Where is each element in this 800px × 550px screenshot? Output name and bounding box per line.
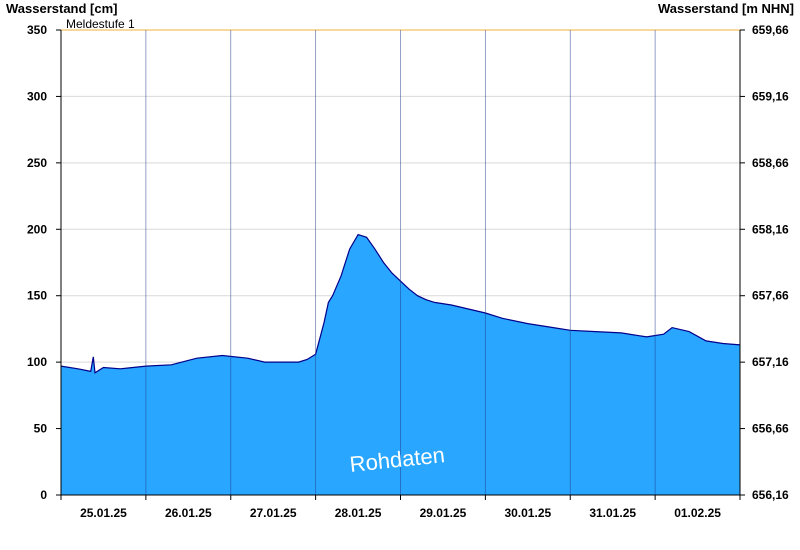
right-tick-label: 656,16 [752,488,789,502]
left-tick-label: 350 [27,23,47,37]
day-dividers [145,30,656,495]
x-tick-label: 26.01.25 [165,506,212,520]
x-tick-label: 28.01.25 [335,506,382,520]
right-tick-label: 659,16 [752,89,789,103]
series-line [60,233,741,374]
left-tick-label: 0 [40,488,47,502]
x-tick-label: 27.01.25 [250,506,297,520]
left-tick-label: 300 [27,89,47,103]
right-axis-title: Wasserstand [m NHN] [658,1,794,16]
x-tick-label: 29.01.25 [420,506,467,520]
x-tick-label: 01.02.25 [674,506,721,520]
right-tick-label: 659,66 [752,23,789,37]
left-axis-title: Wasserstand [cm] [6,1,118,16]
left-tick-label: 250 [27,156,47,170]
x-tick-label: 30.01.25 [504,506,551,520]
x-tick-labels: 25.01.25 26.01.25 27.01.25 28.01.25 29.01.25… [60,495,741,520]
left-tick-labels: 0 50 100 150 200 250 300 350 [27,23,61,502]
threshold-label: Meldestufe 1 [66,17,135,31]
left-tick-label: 50 [34,422,48,436]
right-tick-label: 658,66 [752,156,789,170]
left-tick-label: 100 [27,355,47,369]
left-tick-label: 150 [27,289,47,303]
right-tick-label: 658,16 [752,222,789,236]
right-tick-labels: 656,16 656,66 657,16 657,66 658,16 658,66 659,… [740,23,789,502]
right-tick-label: 657,16 [752,355,789,369]
right-tick-label: 656,66 [752,422,789,436]
x-tick-label: 25.01.25 [80,506,127,520]
left-tick-label: 200 [27,222,47,236]
x-tick-label: 31.01.25 [589,506,636,520]
right-tick-label: 657,66 [752,289,789,303]
